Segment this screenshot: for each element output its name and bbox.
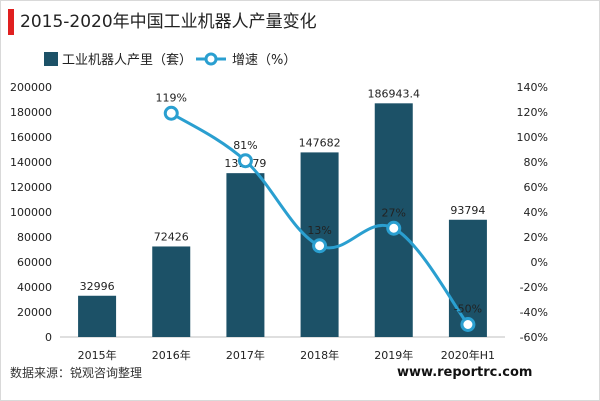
title-accent-bar — [8, 9, 14, 35]
growth-value-label: 13% — [307, 224, 331, 237]
y-left-tick-label: 0 — [45, 331, 52, 344]
growth-point — [237, 153, 253, 169]
legend-line-marker — [204, 52, 218, 66]
x-tick-label: 2020年H1 — [441, 348, 495, 362]
y-left-tick-label: 40000 — [17, 281, 52, 294]
y-right-tick-label: -60% — [520, 331, 548, 344]
x-tick-label: 2015年 — [78, 348, 117, 362]
legend-line-label: 增速（%） — [232, 53, 296, 68]
growth-value-label: -50% — [454, 303, 482, 316]
legend-bar-swatch — [44, 52, 58, 66]
y-right-tick-label: 100% — [517, 131, 548, 144]
source-note: 数据来源：锐观咨询整理 — [10, 366, 143, 380]
growth-line-series: 119% 81% 13% 27% -50% — [156, 91, 482, 332]
growth-value-label: 119% — [156, 91, 187, 104]
y-left-tick-label: 60000 — [17, 256, 52, 269]
x-tick-label: 2019年 — [374, 348, 413, 362]
y-left-tick-label: 120000 — [10, 181, 52, 194]
y-left-tick-label: 100000 — [10, 206, 52, 219]
growth-point — [163, 105, 179, 121]
bar-value-label: 72426 — [154, 230, 189, 243]
production-bar — [374, 103, 413, 338]
y-right-tick-label: 120% — [517, 106, 548, 119]
y-left-tick-label: 140000 — [10, 156, 52, 169]
website-label: www.reportrc.com — [397, 365, 533, 380]
growth-point — [460, 317, 476, 332]
legend-bar-label: 工业机器人产里（套） — [62, 52, 192, 68]
legend: 工业机器人产里（套） 增速（%） — [44, 52, 296, 68]
y-right-tick-label: -20% — [520, 281, 548, 294]
bar-value-label: 147682 — [299, 136, 341, 149]
y-right-tick-label: 80% — [524, 156, 548, 169]
y-left-tick-label: 20000 — [17, 306, 52, 319]
y-right-tick-label: 60% — [524, 181, 548, 194]
y-left-tick-label: 80000 — [17, 231, 52, 244]
growth-value-label: 81% — [233, 139, 257, 152]
y-right-tick-label: 40% — [524, 206, 548, 219]
bar-value-label: 93794 — [450, 204, 485, 217]
x-tick-label: 2016年 — [152, 348, 191, 362]
y-right-tick-label: 20% — [524, 231, 548, 244]
production-bar — [152, 246, 191, 337]
y-right-tick-label: -40% — [520, 306, 548, 319]
x-tick-label: 2018年 — [300, 348, 339, 362]
growth-point — [386, 220, 402, 236]
production-bar — [226, 173, 265, 337]
y-left-tick-label: 200000 — [10, 81, 52, 94]
growth-point — [312, 238, 328, 254]
chart-title: 2015-2020年中国工业机器人产量变化 — [20, 12, 317, 32]
growth-value-label: 27% — [382, 206, 406, 219]
axes: 0 20000 40000 60000 80000 100000 120000 140000 1… — [10, 81, 548, 362]
y-right-tick-label: 0% — [531, 256, 548, 269]
bar-value-label: 186943.4 — [368, 87, 421, 100]
production-bar — [78, 295, 117, 337]
y-right-tick-label: 140% — [517, 81, 548, 94]
y-left-tick-label: 180000 — [10, 106, 52, 119]
bar-value-label: 32996 — [80, 280, 115, 293]
y-left-tick-label: 160000 — [10, 131, 52, 144]
x-tick-label: 2017年 — [226, 348, 265, 362]
